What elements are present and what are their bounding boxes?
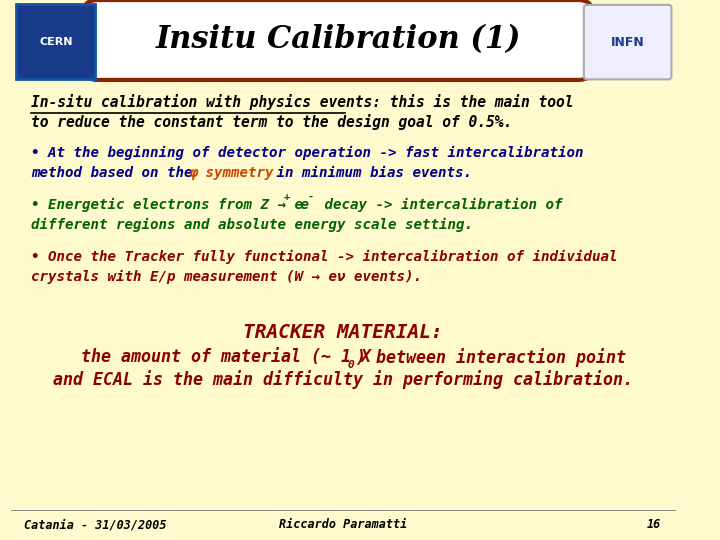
Text: decay -> intercalibration of: decay -> intercalibration of — [316, 198, 562, 212]
Text: 0: 0 — [348, 360, 354, 369]
Text: method based on the: method based on the — [31, 166, 201, 180]
Text: e: e — [292, 198, 310, 212]
Text: CERN: CERN — [40, 37, 73, 47]
Text: symmetry: symmetry — [197, 166, 274, 180]
Text: to reduce the constant term to the design goal of 0.5%.: to reduce the constant term to the desig… — [31, 114, 512, 130]
Text: the amount of material (~ 1 X: the amount of material (~ 1 X — [81, 348, 371, 367]
Text: crystals with E/p measurement (W → eν events).: crystals with E/p measurement (W → eν ev… — [31, 270, 422, 284]
Text: • Energetic electrons from Z → e: • Energetic electrons from Z → e — [31, 198, 303, 212]
Text: -: - — [308, 192, 315, 202]
Text: in minimum bias events.: in minimum bias events. — [268, 166, 472, 180]
Text: • At the beginning of detector operation -> fast intercalibration: • At the beginning of detector operation… — [31, 146, 583, 160]
FancyBboxPatch shape — [17, 4, 95, 79]
Text: φ: φ — [189, 166, 197, 180]
Text: In-situ calibration with physics events: this is the main tool: In-situ calibration with physics events:… — [31, 93, 573, 110]
Text: Catania - 31/03/2005: Catania - 31/03/2005 — [24, 518, 167, 531]
FancyBboxPatch shape — [584, 5, 672, 79]
Text: +: + — [284, 192, 290, 202]
Text: Insitu Calibration (1): Insitu Calibration (1) — [156, 24, 521, 55]
Text: 16: 16 — [647, 518, 662, 531]
Text: TRACKER MATERIAL:: TRACKER MATERIAL: — [243, 322, 443, 342]
Text: • Once the Tracker fully functional -> intercalibration of individual: • Once the Tracker fully functional -> i… — [31, 249, 618, 264]
FancyBboxPatch shape — [84, 0, 592, 80]
Text: INFN: INFN — [611, 36, 644, 49]
Text: and ECAL is the main difficulty in performing calibration.: and ECAL is the main difficulty in perfo… — [53, 369, 633, 389]
Text: ) between interaction point: ) between interaction point — [356, 348, 626, 367]
Text: different regions and absolute energy scale setting.: different regions and absolute energy sc… — [31, 218, 473, 232]
Text: Riccardo Paramatti: Riccardo Paramatti — [279, 518, 407, 531]
